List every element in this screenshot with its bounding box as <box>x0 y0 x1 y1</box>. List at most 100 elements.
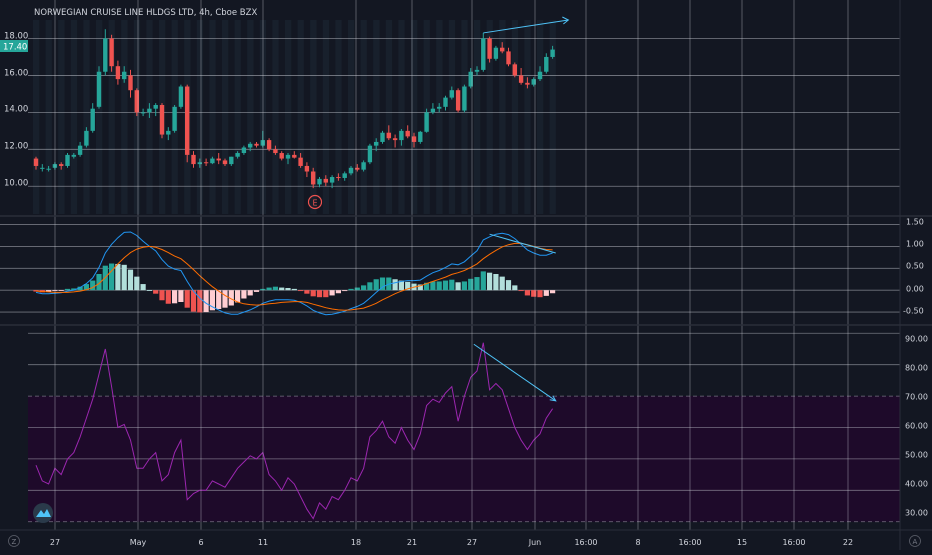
price-bg-stripe <box>385 20 393 214</box>
macd-axis-label: 0.50 <box>906 262 924 271</box>
macd-histogram-bar <box>329 290 335 296</box>
macd-histogram-bar <box>417 284 423 291</box>
macd-histogram-bar <box>260 288 266 291</box>
macd-histogram-bar <box>184 290 190 308</box>
macd-histogram-bar <box>424 282 430 291</box>
rsi-axis-label: 60.00 <box>905 422 928 431</box>
macd-histogram-bar <box>348 288 354 291</box>
macd-lines <box>35 231 553 316</box>
price-bg-stripe <box>448 20 456 214</box>
macd-histogram-bar <box>291 288 297 291</box>
candle-body <box>550 49 555 57</box>
candle-body <box>418 131 423 142</box>
time-axis-label: Jun <box>528 538 542 547</box>
candle-body <box>323 178 328 183</box>
candle-body <box>115 66 121 80</box>
price-axis-label: 12.00 <box>4 142 28 152</box>
log-scale-button[interactable] <box>8 535 20 547</box>
macd-histogram-bar <box>33 290 39 292</box>
macd-histogram-bar <box>367 282 373 291</box>
time-axis-label: 22 <box>843 538 853 547</box>
price-axis[interactable]: 18.00 16.00 14.00 12.00 10.00 <box>4 32 28 189</box>
macd-histogram-bar <box>499 276 505 291</box>
macd-histogram-bar <box>512 285 518 291</box>
macd-histogram-bar <box>493 274 499 291</box>
price-bg-stripe <box>108 20 115 214</box>
time-axis[interactable]: 27 May 6 11 18 21 27 Jun 16:00 8 16:00 1… <box>50 538 853 547</box>
macd-histogram-bar <box>159 290 165 301</box>
price-axis-label: 16.00 <box>4 69 28 79</box>
log-scale-button-label: Z <box>12 538 17 546</box>
candle-body <box>355 167 360 170</box>
price-bg-stripe <box>222 20 229 214</box>
macd-histogram-bar <box>64 288 71 291</box>
price-bg-stripe <box>524 20 531 214</box>
time-axis-label: 16:00 <box>574 538 597 547</box>
candle-body <box>487 38 492 59</box>
macd-histogram-bar <box>524 290 530 296</box>
candle-body <box>468 71 473 87</box>
macd-histogram-bar <box>222 290 228 308</box>
tradingview-logo-icon[interactable] <box>33 503 53 523</box>
auto-scale-button[interactable] <box>909 535 921 547</box>
candle-body <box>531 79 536 85</box>
price-bg-stripe <box>297 20 304 214</box>
macd-histogram-bar <box>430 281 436 291</box>
candle-body <box>361 162 366 170</box>
macd-histogram-bar <box>455 282 461 291</box>
candle-body <box>216 158 221 161</box>
candle-body <box>518 75 524 83</box>
macd-trendline[interactable] <box>489 233 556 254</box>
macd-histogram-bar <box>550 290 556 294</box>
macd-histogram-bar <box>505 280 512 291</box>
candle-body <box>292 154 297 158</box>
time-axis-label: 15 <box>737 538 747 547</box>
time-axis-label: 16:00 <box>678 538 701 547</box>
candle-body <box>336 177 341 179</box>
rsi-trendline[interactable] <box>473 343 557 402</box>
candle-body <box>128 75 133 91</box>
rsi-axis[interactable]: 90.00 80.00 70.00 60.00 50.00 40.00 30.0… <box>905 335 928 518</box>
candle-body <box>46 168 51 170</box>
candle-body <box>203 162 209 164</box>
candle-body <box>367 145 373 163</box>
candle-body <box>109 38 114 67</box>
candle-body <box>411 136 417 142</box>
candle-body <box>329 177 335 183</box>
candle-body <box>506 51 511 65</box>
macd-grid <box>0 224 900 313</box>
price-bg-stripe <box>360 20 367 214</box>
candle-body <box>374 141 379 146</box>
candle-body <box>40 167 45 169</box>
price-bg-stripe <box>549 20 556 214</box>
macd-histogram-bar <box>266 287 272 291</box>
earnings-marker-icon[interactable] <box>307 194 323 210</box>
rsi-axis-label: 50.00 <box>905 451 928 460</box>
candle-body <box>537 71 543 80</box>
macd-histogram-bar <box>253 290 260 292</box>
price-bg-stripe <box>335 20 342 214</box>
auto-scale-button-label: A <box>913 538 918 546</box>
candle-body <box>298 157 303 166</box>
rsi-line <box>35 342 554 520</box>
macd-axis[interactable]: 1.50 1.00 0.50 0.00 -0.50 <box>903 218 924 316</box>
price-trendline[interactable] <box>483 16 570 34</box>
price-bg-stripe <box>33 20 40 214</box>
candle-body <box>210 158 215 164</box>
candle-body <box>134 90 139 113</box>
macd-histogram-bar <box>235 290 241 303</box>
macd-histogram-bar <box>379 277 386 291</box>
candle-body <box>525 82 530 85</box>
rsi-trendline-segment <box>473 343 557 402</box>
price-bg-stripe <box>83 20 90 214</box>
chart-title: NORWEGIAN CRUISE LINE HLDGS LTD, 4h, Cbo… <box>34 8 257 18</box>
rsi-series-line <box>35 342 554 520</box>
price-bg-stripe <box>486 20 493 214</box>
price-bg-stripe <box>133 20 141 214</box>
price-axis-label: 18.00 <box>4 32 28 42</box>
candle-body <box>443 97 448 107</box>
macd-histogram-bar <box>58 290 64 291</box>
price-axis-label: 14.00 <box>4 105 28 115</box>
